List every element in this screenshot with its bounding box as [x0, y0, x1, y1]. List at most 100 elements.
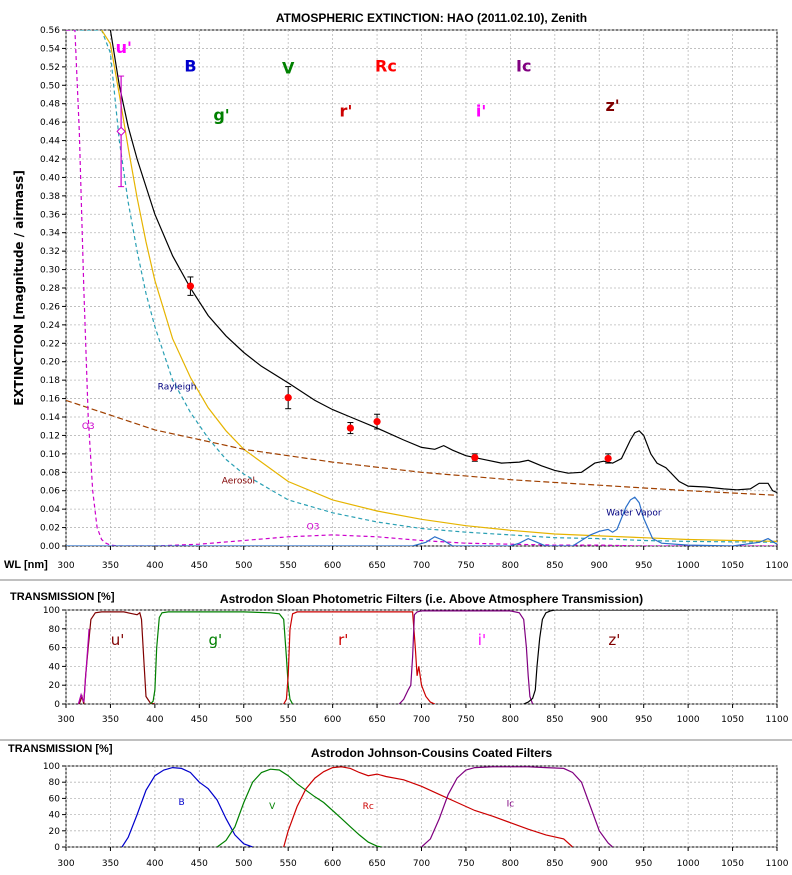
x-tick-label: 850	[546, 859, 563, 869]
y-tick-label: 0.06	[40, 487, 60, 497]
x-tick-label: 1050	[721, 859, 744, 869]
y-tick-label: 0.12	[40, 431, 60, 441]
filter-label: i'	[478, 631, 486, 649]
y-tick-label: 80	[49, 778, 61, 788]
y-tick-label: 0.48	[40, 100, 60, 110]
y-tick-label: 0.04	[40, 505, 60, 515]
x-tick-label: 450	[191, 715, 208, 725]
band-label: B	[184, 56, 196, 75]
filter-label: u'	[111, 631, 125, 649]
curve-annotation: O3	[307, 522, 320, 532]
x-tick-label: 600	[324, 859, 341, 869]
x-tick-label: 400	[146, 561, 163, 571]
y-tick-label: 0.52	[40, 63, 60, 73]
x-tick-label: 350	[102, 561, 119, 571]
curves	[66, 30, 777, 546]
curves	[77, 610, 689, 704]
data-point	[471, 453, 479, 462]
x-tick-label: 950	[635, 715, 652, 725]
filter-label: Rc	[363, 802, 374, 812]
x-tick-label: 850	[546, 715, 563, 725]
y-tick-label: 0.34	[40, 229, 60, 239]
band-label: u'	[116, 38, 132, 57]
y-tick-label: 0.22	[40, 339, 60, 349]
filter-label: z'	[608, 631, 620, 649]
y-tick-label: 60	[49, 794, 61, 804]
filter-label: Ic	[507, 800, 515, 810]
y-tick-label: 0.40	[40, 173, 60, 183]
chart-title: ATMOSPHERIC EXTINCTION: HAO (2011.02.10)…	[276, 11, 587, 25]
y-tick-label: 100	[43, 606, 60, 616]
chart-panel-2: 300 350 400 450 500 550 600 650 700 750 800 850 900 9…	[10, 591, 789, 725]
x-tick-label: 600	[324, 715, 341, 725]
y-tick-label: 80	[49, 625, 61, 635]
x-tick-label: 800	[502, 561, 519, 571]
series-line-rayleigh	[66, 30, 777, 543]
y-tick-label: 0.18	[40, 376, 60, 386]
x-axis-label: WL [nm]	[4, 559, 48, 571]
x-tick-label: 600	[324, 561, 341, 571]
curve-annotation: Rayleigh	[158, 382, 197, 392]
y-tick-label: 0.26	[40, 302, 60, 312]
x-tick-label: 500	[235, 859, 252, 869]
x-tick-label: 650	[368, 715, 385, 725]
x-tick-label: 900	[591, 715, 608, 725]
x-tick-label: 1050	[721, 561, 744, 571]
x-tick-label: 1050	[721, 715, 744, 725]
x-tick-label: 450	[191, 859, 208, 869]
curve-annotation: Aerosol	[222, 476, 255, 486]
series-line-ic	[421, 766, 613, 847]
band-label: r'	[340, 102, 353, 121]
x-tick-label: 1000	[677, 715, 700, 725]
data-point	[346, 424, 354, 432]
y-tick-label: 0.46	[40, 118, 60, 128]
y-tick-label: 0.42	[40, 155, 60, 165]
series-line-v	[216, 768, 382, 847]
filter-label: r'	[338, 631, 348, 649]
x-tick-label: 300	[57, 715, 74, 725]
x-tick-label: 800	[502, 715, 519, 725]
y-tick-label: 0.08	[40, 468, 60, 478]
x-tick-label: 500	[235, 715, 252, 725]
filter-label: g'	[208, 631, 222, 649]
chart-title: Astrodon Sloan Photometric Filters (i.e.…	[220, 592, 643, 606]
x-tick-label: 950	[635, 859, 652, 869]
x-tick-label: 1100	[766, 859, 789, 869]
x-tick-label: 550	[280, 715, 297, 725]
y-tick-label: 0	[54, 700, 60, 710]
y-tick-label: 0.44	[40, 137, 60, 147]
y-tick-label: 0.36	[40, 210, 60, 220]
y-tick-label: 40	[49, 662, 61, 672]
data-point	[186, 282, 195, 290]
x-tick-label: 300	[57, 561, 74, 571]
y-tick-label: 0.20	[40, 358, 60, 368]
y-tick-label: 20	[49, 827, 61, 837]
band-label: Ic	[516, 56, 531, 75]
chart-title: Astrodon Johnson-Cousins Coated Filters	[311, 746, 553, 760]
x-tick-label: 700	[413, 715, 430, 725]
u-data-point	[116, 126, 126, 137]
series-line-b	[121, 766, 253, 847]
chart-panel-1: 300 350 400 450 500 550 600 650 700 750 800 850 900 9…	[4, 11, 789, 571]
x-tick-label: 700	[413, 859, 430, 869]
x-tick-label: 550	[280, 859, 297, 869]
x-tick-label: 500	[235, 561, 252, 571]
x-tick-label: 900	[591, 859, 608, 869]
y-tick-label: 0.28	[40, 284, 60, 294]
x-tick-label: 400	[146, 859, 163, 869]
y-tick-label: 0.32	[40, 247, 60, 257]
series-line-o3	[66, 30, 777, 546]
x-tick-label: 450	[191, 561, 208, 571]
y-tick-label: 0.14	[40, 413, 60, 423]
y-tick-label: 0.54	[40, 44, 60, 54]
x-tick-label: 350	[102, 859, 119, 869]
x-tick-label: 850	[546, 561, 563, 571]
measurements	[186, 276, 612, 464]
y-tick-label: 0.02	[40, 524, 60, 534]
band-label: Rc	[375, 56, 397, 75]
series-line-rc	[283, 766, 574, 847]
y-tick-label: 100	[43, 762, 60, 772]
x-tick-label: 550	[280, 561, 297, 571]
y-axis-label: EXTINCTION [magnitude / airmass]	[12, 170, 26, 406]
